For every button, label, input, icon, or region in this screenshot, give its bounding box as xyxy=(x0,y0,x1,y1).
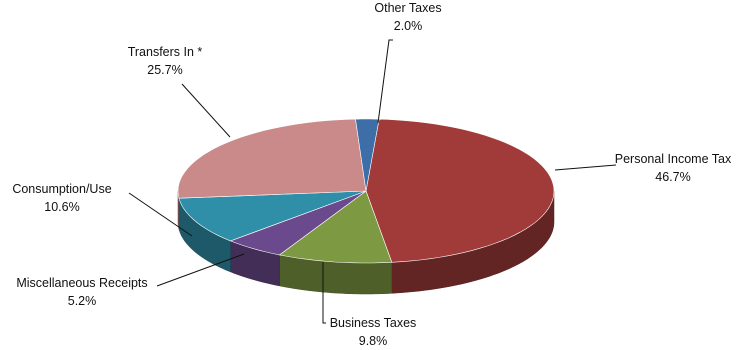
slice-label-consumption-use: Consumption/Use xyxy=(12,182,111,196)
slice-value-personal-income-tax: 46.7% xyxy=(655,170,690,184)
slice-label-business-taxes: Business Taxes xyxy=(330,316,417,330)
leader-line-consumption-use xyxy=(128,192,193,237)
slice-value-consumption-use: 10.6% xyxy=(44,200,79,214)
slice-personal-income-tax xyxy=(365,118,555,263)
slice-consumption-use xyxy=(178,190,367,242)
slice-miscellaneous-receipts xyxy=(229,190,367,256)
slice-label-miscellaneous-receipts: Miscellaneous Receipts xyxy=(16,276,147,290)
slice-label-other-taxes: Other Taxes xyxy=(374,1,441,15)
slice-value-miscellaneous-receipts: 5.2% xyxy=(68,294,97,308)
pie-labels: Personal Income Tax 46.7% Business Taxes 9.… xyxy=(12,1,732,348)
pie-sides xyxy=(177,190,555,295)
slice-label-personal-income-tax: Personal Income Tax xyxy=(615,152,732,166)
slice-other-taxes xyxy=(355,118,380,192)
slice-value-other-taxes: 2.0% xyxy=(394,19,423,33)
slice-value-business-taxes: 9.8% xyxy=(359,334,388,348)
leader-line-personal-income-tax xyxy=(554,164,617,171)
slice-label-transfers-in: Transfers In * xyxy=(128,45,203,59)
leader-line-other-taxes xyxy=(377,39,393,124)
leader-line-business-taxes xyxy=(322,262,326,324)
pie-tops xyxy=(177,118,555,264)
slice-business-taxes xyxy=(278,190,393,264)
leader-line-miscellaneous-receipts xyxy=(156,253,245,287)
slice-transfers-in xyxy=(177,118,367,199)
slice-value-transfers-in: 25.7% xyxy=(147,63,182,77)
leader-line-transfers-in xyxy=(181,83,231,138)
